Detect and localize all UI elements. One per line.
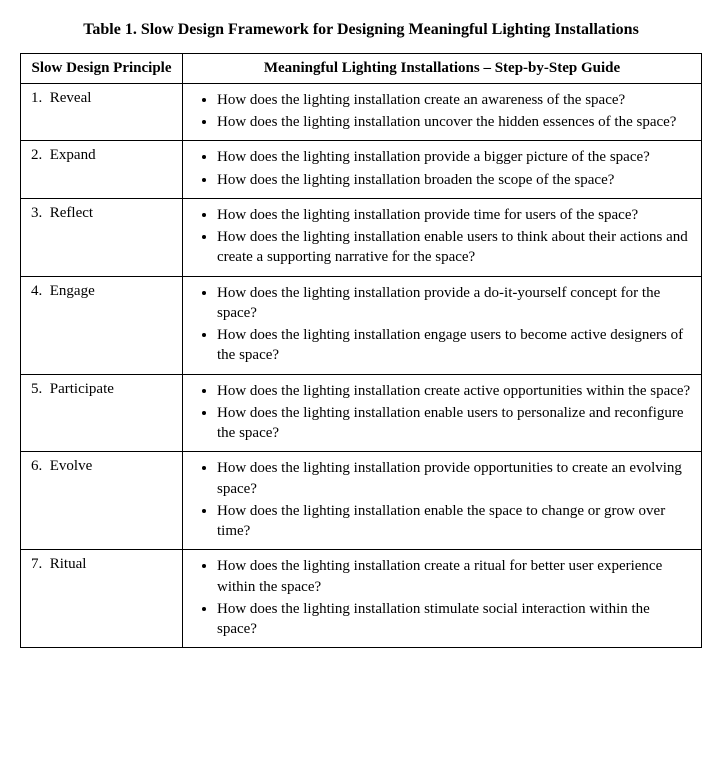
guide-cell: How does the lighting installation provi… <box>183 198 702 276</box>
principle-number: 2. <box>31 147 50 163</box>
header-principle: Slow Design Principle <box>21 53 183 83</box>
guide-item: How does the lighting installation provi… <box>217 205 693 225</box>
header-guide: Meaningful Lighting Installations – Step… <box>183 53 702 83</box>
guide-cell: How does the lighting installation provi… <box>183 452 702 550</box>
guide-item: How does the lighting installation provi… <box>217 458 693 499</box>
principle-cell: 7. Ritual <box>21 550 183 648</box>
table-row: 1. Reveal How does the lighting installat… <box>21 83 702 141</box>
guide-item: How does the lighting installation creat… <box>217 381 693 401</box>
guide-item: How does the lighting installation stimu… <box>217 599 693 640</box>
principle-name: Participate <box>50 381 114 397</box>
principle-number: 4. <box>31 283 50 299</box>
guide-item: How does the lighting installation uncov… <box>217 112 693 132</box>
table-caption: Table 1. Slow Design Framework for Desig… <box>20 20 702 41</box>
principle-cell: 2. Expand <box>21 141 183 199</box>
principle-number: 3. <box>31 205 50 221</box>
principle-cell: 1. Reveal <box>21 83 183 141</box>
principle-name: Ritual <box>50 556 87 572</box>
principle-name: Reflect <box>50 205 93 221</box>
guide-list: How does the lighting installation provi… <box>191 283 693 366</box>
guide-cell: How does the lighting installation provi… <box>183 141 702 199</box>
framework-table: Slow Design Principle Meaningful Lightin… <box>20 53 702 649</box>
principle-name: Reveal <box>50 90 92 106</box>
header-row: Slow Design Principle Meaningful Lightin… <box>21 53 702 83</box>
guide-list: How does the lighting installation creat… <box>191 556 693 639</box>
table-row: 3. Reflect How does the lighting installa… <box>21 198 702 276</box>
guide-item: How does the lighting installation creat… <box>217 90 693 110</box>
principle-cell: 4. Engage <box>21 276 183 374</box>
principle-name: Expand <box>50 147 96 163</box>
principle-cell: 3. Reflect <box>21 198 183 276</box>
principle-cell: 5. Participate <box>21 374 183 452</box>
guide-item: How does the lighting installation broad… <box>217 170 693 190</box>
guide-item: How does the lighting installation creat… <box>217 556 693 597</box>
guide-list: How does the lighting installation provi… <box>191 205 693 268</box>
guide-list: How does the lighting installation provi… <box>191 458 693 541</box>
guide-cell: How does the lighting installation creat… <box>183 550 702 648</box>
guide-item: How does the lighting installation provi… <box>217 283 693 324</box>
guide-cell: How does the lighting installation creat… <box>183 83 702 141</box>
guide-item: How does the lighting installation enabl… <box>217 227 693 268</box>
guide-list: How does the lighting installation creat… <box>191 90 693 133</box>
table-row: 4. Engage How does the lighting installat… <box>21 276 702 374</box>
principle-number: 5. <box>31 381 50 397</box>
guide-list: How does the lighting installation creat… <box>191 381 693 444</box>
principle-number: 6. <box>31 458 50 474</box>
guide-item: How does the lighting installation engag… <box>217 325 693 366</box>
table-row: 6. Evolve How does the lighting installat… <box>21 452 702 550</box>
principle-number: 7. <box>31 556 50 572</box>
principle-cell: 6. Evolve <box>21 452 183 550</box>
table-row: 5. Participate How does the lighting inst… <box>21 374 702 452</box>
principle-name: Evolve <box>50 458 93 474</box>
principle-name: Engage <box>50 283 95 299</box>
guide-cell: How does the lighting installation creat… <box>183 374 702 452</box>
guide-list: How does the lighting installation provi… <box>191 147 693 190</box>
table-row: 2. Expand How does the lighting installat… <box>21 141 702 199</box>
table-row: 7. Ritual How does the lighting installat… <box>21 550 702 648</box>
guide-item: How does the lighting installation enabl… <box>217 403 693 444</box>
guide-item: How does the lighting installation enabl… <box>217 501 693 542</box>
guide-item: How does the lighting installation provi… <box>217 147 693 167</box>
guide-cell: How does the lighting installation provi… <box>183 276 702 374</box>
principle-number: 1. <box>31 90 50 106</box>
